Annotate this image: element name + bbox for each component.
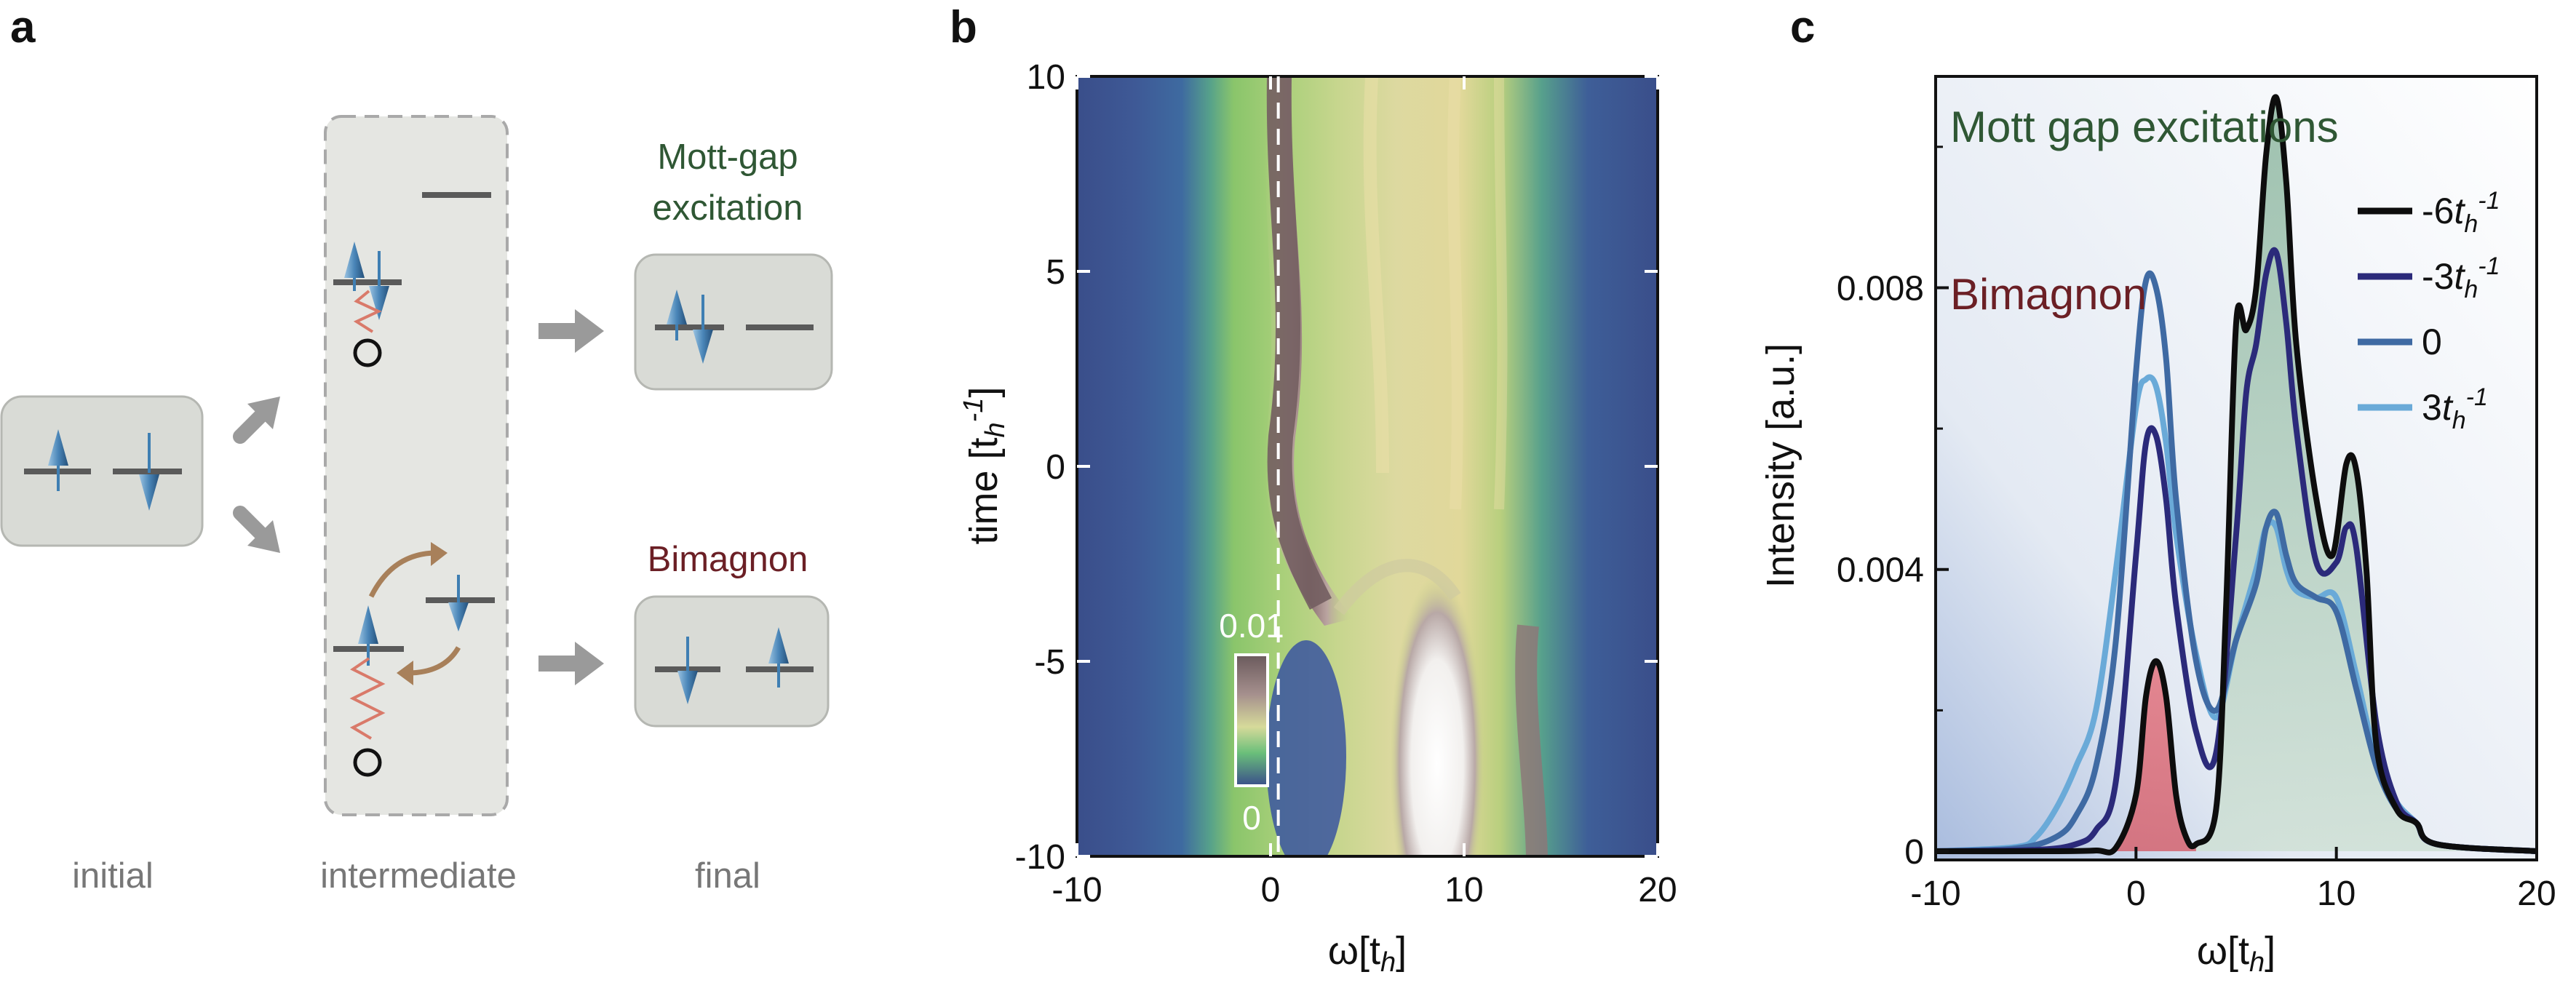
heatmap-ytick-label: 5 (1046, 253, 1065, 292)
final-spin-down-icon (655, 637, 720, 704)
final-label: final (695, 856, 760, 896)
intermediate-state-box (324, 115, 509, 816)
spectra-xtick-label: 20 (2517, 874, 2556, 913)
spectra-xtick-label: -10 (1910, 874, 1960, 913)
bimagnon-label: Bimagnon (648, 540, 808, 579)
arrow-up-right-icon (233, 397, 280, 444)
arrow-right-bottom-icon (538, 642, 604, 685)
legend-label: 0 (2422, 322, 2442, 362)
arrow-right-top-icon (538, 309, 604, 353)
process-diagram: Mott-gap excitation Bimagnon initial int… (0, 115, 833, 896)
heatmap-xtick-label: 0 (1261, 871, 1281, 909)
bimagnon-title: Bimagnon (1950, 270, 2147, 319)
spectra-ylabel: Intensity [a.u.] (1759, 343, 1802, 588)
series-line (1936, 94, 2537, 856)
heatmap-ytick-label: 0 (1046, 448, 1065, 487)
legend-label: -3th-1 (2422, 252, 2500, 303)
panel-letter-b: b (950, 2, 977, 52)
heatmap-axis-ticks: -10 0 10 20 10 5 0 -5 -10 (1015, 58, 1677, 909)
heatmap-ytick-label: -10 (1015, 838, 1065, 877)
spectra-legend: -6th-1 -3th-1 0 3th-1 (2358, 187, 2500, 434)
final-bimagnon-box (634, 595, 830, 728)
colorbar-min-label: 0 (1242, 799, 1261, 837)
heatmap-xtick-label: -10 (1052, 871, 1102, 909)
zigzag-icon (353, 290, 382, 333)
legend-label: 3th-1 (2422, 383, 2488, 434)
final-doublon-icon (655, 290, 724, 364)
heatmap-chart: -10 0 10 20 10 5 0 -5 -10 0.01 0 ω[th] time [th-… (958, 58, 1677, 978)
hole-icon (353, 338, 382, 367)
intermediate-spin-down-icon (426, 575, 495, 632)
final-mott-box (634, 253, 833, 391)
hop-back-arrow-icon (407, 646, 461, 676)
spectra-frame (1934, 75, 2538, 861)
mott-gap-title: Mott gap excitations (1950, 103, 2339, 151)
intermediate-spin-up-icon (333, 605, 404, 666)
panel-letter-a: a (10, 2, 36, 52)
intermediate-label: intermediate (320, 856, 517, 896)
series-line (1936, 247, 2537, 854)
hop-arrow-icon (368, 550, 437, 598)
spectra-ytick-label: 0 (1904, 833, 1924, 872)
mott-gap-label-line1: Mott-gap (657, 138, 798, 177)
colorbar (1234, 653, 1269, 787)
final-spin-up-icon (746, 627, 814, 688)
spectra-ytick-label: 0.004 (1837, 551, 1924, 590)
colorbar-max-label: 0.01 (1219, 607, 1284, 645)
heatmap-xlabel: ω[th] (1328, 929, 1407, 978)
heatmap-xtick-label: 20 (1638, 871, 1677, 909)
spectra-xtick-label: 10 (2317, 874, 2356, 913)
initial-spin-down-icon (113, 433, 182, 511)
initial-spin-up-icon (24, 429, 91, 491)
panel-b: b (946, 0, 1732, 1000)
arrow-down-right-icon (233, 506, 280, 553)
heatmap-surface (1077, 76, 1658, 856)
hole-bottom-icon (353, 748, 382, 777)
heatmap-ytick-label: -5 (1034, 643, 1065, 682)
zigzag-bottom-icon (349, 657, 386, 740)
panel-letter-c: c (1790, 2, 1816, 52)
legend-label: -6th-1 (2422, 187, 2500, 238)
mott-gap-label-line2: excitation (652, 188, 803, 228)
initial-label: initial (72, 856, 154, 896)
spectra-xtick-label: 0 (2126, 874, 2146, 913)
spectra-xlabel: ω[th] (2197, 929, 2275, 978)
spectra-ytick-label: 0.008 (1837, 269, 1924, 308)
heatmap-ytick-label: 10 (1027, 58, 1065, 97)
panel-c: c -10 0 10 20 0 0.004 0.008 Mot (1746, 0, 2576, 1000)
heatmap-xtick-label: 10 (1444, 871, 1483, 909)
heatmap-ylabel: time [th-1] (958, 387, 1011, 545)
intermediate-doublon-icon (333, 242, 402, 320)
panel-a: a (0, 0, 873, 1000)
series-line (1936, 270, 2537, 854)
initial-state-box (0, 395, 204, 547)
